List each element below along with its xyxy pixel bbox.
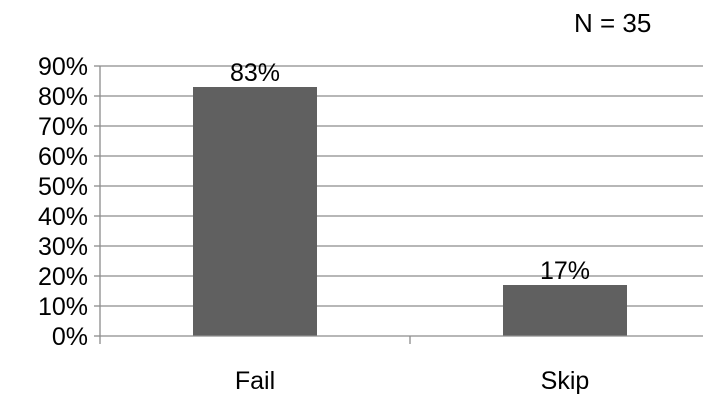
category-label-skip: Skip bbox=[541, 367, 590, 395]
axes bbox=[94, 65, 703, 344]
y-tick-label: 60% bbox=[38, 143, 88, 171]
sample-size-note: N = 35 bbox=[574, 8, 652, 38]
y-tick-label: 80% bbox=[38, 83, 88, 111]
y-tick-label: 70% bbox=[38, 113, 88, 141]
gridlines bbox=[100, 65, 703, 307]
y-tick-label: 90% bbox=[38, 53, 88, 81]
y-tick-label: 20% bbox=[38, 263, 88, 291]
bar-skip bbox=[503, 285, 627, 336]
bar-fail bbox=[193, 87, 317, 336]
bars bbox=[193, 87, 627, 336]
x-tick-labels: Fail Skip bbox=[235, 367, 589, 395]
data-label-fail: 83% bbox=[230, 59, 280, 87]
data-labels: 83% 17% bbox=[230, 59, 590, 285]
y-tick-label: 50% bbox=[38, 173, 88, 201]
y-tick-label: 30% bbox=[38, 233, 88, 261]
y-tick-label: 10% bbox=[38, 293, 88, 321]
category-label-fail: Fail bbox=[235, 367, 275, 395]
y-tick-label: 40% bbox=[38, 203, 88, 231]
y-tick-label: 0% bbox=[52, 323, 88, 351]
data-label-skip: 17% bbox=[540, 257, 590, 285]
y-tick-labels: 0%10%20%30%40%50%60%70%80%90% bbox=[38, 53, 88, 351]
